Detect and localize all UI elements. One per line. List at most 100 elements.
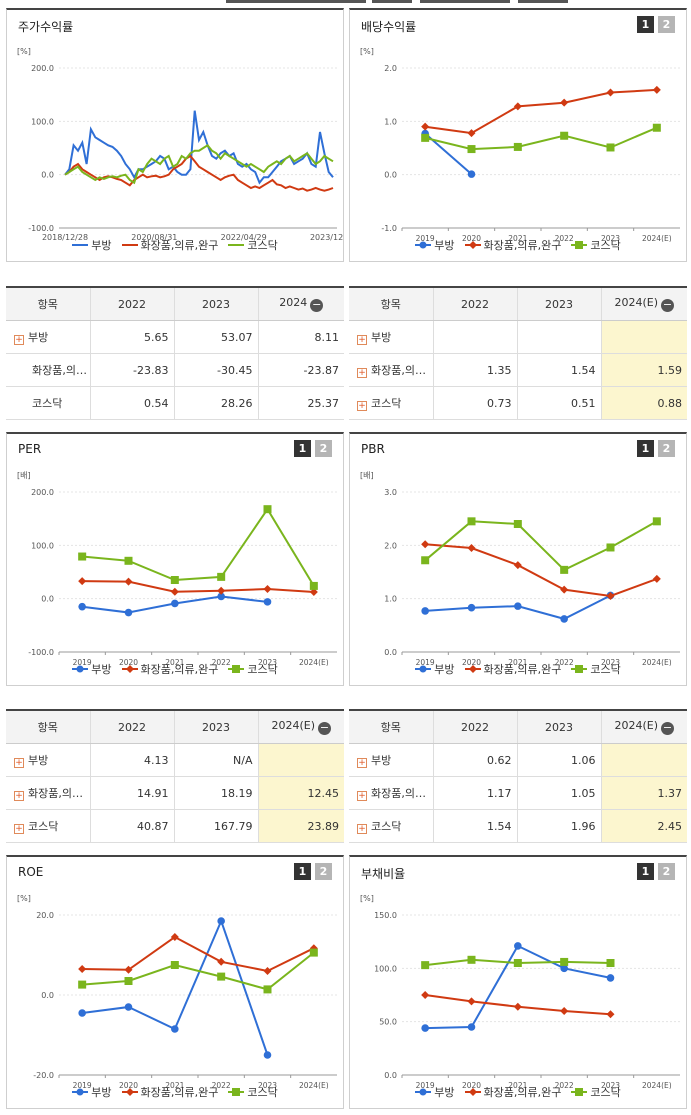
collapse-icon[interactable]: − [661,298,675,312]
legend-item[interactable]: 부방 [415,661,455,677]
data-point[interactable] [652,123,661,132]
data-point[interactable] [467,517,476,526]
data-point[interactable] [606,959,615,967]
expand-icon[interactable]: + [14,335,24,345]
pager-button-2[interactable]: 2 [315,440,332,457]
expand-icon[interactable]: + [357,368,367,378]
legend-item[interactable]: 코스닥 [228,237,278,253]
row-name-cell[interactable]: + 코스닥 [349,809,434,843]
data-point[interactable] [124,608,133,617]
pager-button-1[interactable]: 1 [637,16,654,33]
data-point[interactable] [513,1002,522,1011]
collapse-icon[interactable]: − [318,721,332,735]
data-point[interactable] [560,957,569,966]
data-point[interactable] [78,577,87,586]
data-point[interactable] [513,561,522,570]
data-point[interactable] [421,607,429,615]
data-point[interactable] [170,933,179,941]
data-point[interactable] [560,131,569,140]
data-point[interactable] [421,991,430,999]
data-point[interactable] [78,980,87,989]
data-point[interactable] [513,959,522,967]
data-point[interactable] [217,917,225,925]
legend-item[interactable]: 화장품,의류,완구 [121,237,218,253]
data-point[interactable] [467,603,476,612]
data-point[interactable] [421,540,430,549]
expand-icon[interactable]: + [357,791,367,801]
data-point[interactable] [606,543,615,552]
data-point[interactable] [217,592,225,601]
data-point[interactable] [78,965,87,973]
row-name-cell[interactable]: + 부방 [349,743,434,777]
data-point[interactable] [514,942,522,950]
data-point[interactable] [309,944,318,953]
data-point[interactable] [124,977,133,985]
legend-item[interactable]: 부방 [72,1084,112,1100]
data-point[interactable] [309,948,318,957]
pager-button-1[interactable]: 1 [637,863,654,880]
data-point[interactable] [652,517,661,526]
data-point[interactable] [421,961,430,970]
data-point[interactable] [124,965,133,974]
data-point[interactable] [171,1025,179,1033]
row-name-cell[interactable]: + 화장품,의… [349,353,434,387]
data-point[interactable] [467,544,476,552]
data-point[interactable] [217,972,226,981]
data-point[interactable] [263,985,272,994]
data-point[interactable] [124,577,133,586]
data-point[interactable] [421,122,430,131]
legend-item[interactable]: 부방 [415,237,455,253]
data-point[interactable] [124,1003,133,1011]
legend-item[interactable]: 부방 [72,237,112,253]
data-point[interactable] [606,974,615,982]
data-point[interactable] [652,574,661,583]
legend-item[interactable]: 코스닥 [228,1084,278,1100]
pager-button-2[interactable]: 2 [658,440,675,457]
legend-item[interactable]: 화장품,의류,완구 [464,237,561,253]
expand-icon[interactable]: + [357,824,367,834]
data-point[interactable] [78,1009,86,1017]
data-point[interactable] [467,955,476,964]
data-point[interactable] [263,967,272,975]
data-point[interactable] [170,961,179,969]
legend-item[interactable]: 화장품,의류,완구 [464,661,561,677]
pager-button-1[interactable]: 1 [637,440,654,457]
data-point[interactable] [513,520,522,528]
data-point[interactable] [606,1010,615,1019]
data-point[interactable] [467,145,476,154]
row-name-cell[interactable]: + 부방 [6,320,91,354]
expand-icon[interactable]: + [357,401,367,411]
data-point[interactable] [467,170,476,178]
pager-button-2[interactable]: 2 [658,16,675,33]
expand-icon[interactable]: + [14,758,24,768]
row-name-cell[interactable]: + 화장품,의… [349,776,434,810]
row-name-cell[interactable]: + 부방 [349,320,434,354]
data-point[interactable] [263,598,272,606]
legend-item[interactable]: 코스닥 [571,237,621,253]
data-point[interactable] [606,592,615,600]
row-name-cell[interactable]: + 코스닥 [349,386,434,420]
data-point[interactable] [467,1023,476,1031]
row-name-cell[interactable]: + 부방 [6,743,91,777]
data-point[interactable] [170,576,179,584]
data-point[interactable] [78,552,87,561]
expand-icon[interactable]: + [14,791,24,801]
data-point[interactable] [606,88,615,97]
data-point[interactable] [171,599,179,608]
data-point[interactable] [263,584,272,593]
data-point[interactable] [421,1024,429,1032]
legend-item[interactable]: 코스닥 [571,1084,621,1100]
expand-icon[interactable]: + [14,824,24,834]
data-point[interactable] [217,572,226,581]
expand-icon[interactable]: + [357,335,367,345]
data-point[interactable] [467,129,476,138]
legend-item[interactable]: 화장품,의류,완구 [464,1084,561,1100]
row-name-cell[interactable]: + 화장품,의… [6,776,91,810]
data-point[interactable] [652,85,661,94]
expand-icon[interactable]: + [357,758,367,768]
collapse-icon[interactable]: − [661,721,675,735]
data-point[interactable] [606,143,615,152]
legend-item[interactable]: 부방 [72,661,112,677]
data-point[interactable] [170,587,179,596]
data-point[interactable] [560,1007,569,1015]
